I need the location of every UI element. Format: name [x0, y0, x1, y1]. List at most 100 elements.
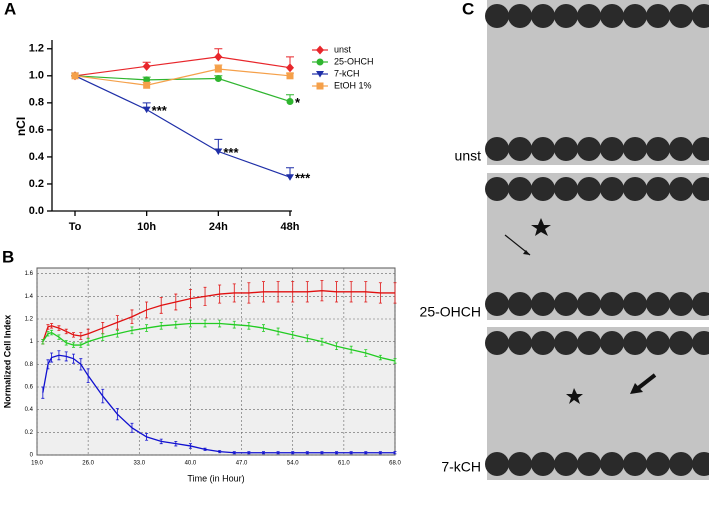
error-bar [218, 284, 222, 304]
pillar [554, 137, 578, 161]
pillar [669, 292, 693, 316]
panel-label: A [4, 0, 16, 18]
error-bar [320, 451, 324, 455]
pillar [577, 177, 601, 201]
image-label: 25-OHCH [420, 304, 481, 320]
error-bar [261, 281, 265, 303]
x-tick-label: To [69, 221, 82, 233]
pillar [600, 452, 624, 476]
error-bar [64, 328, 68, 335]
error-bar [188, 289, 192, 309]
error-bar [145, 433, 149, 441]
error-bar [57, 325, 61, 331]
error-bar [378, 451, 382, 455]
error-bar [305, 451, 309, 455]
x-tick-label: 19.0 [31, 461, 43, 467]
y-tick-label: 1.2 [25, 317, 34, 323]
error-bar [174, 441, 178, 447]
pillar [669, 137, 693, 161]
error-bar [335, 342, 339, 350]
pillar [554, 177, 578, 201]
pillar [669, 4, 693, 28]
y-axis-label: nCI [14, 117, 28, 136]
error-bar [232, 320, 236, 329]
panel-label: B [2, 247, 14, 266]
error-bar [203, 286, 207, 306]
error-bar [50, 329, 54, 336]
annotation: *** [223, 145, 239, 160]
pillar [623, 331, 647, 355]
error-bar [101, 333, 105, 341]
legend-marker [316, 58, 324, 66]
error-bar [393, 451, 397, 455]
y-tick-label: 1 [30, 339, 34, 345]
error-bar [261, 324, 265, 332]
pillar [554, 4, 578, 28]
legend-label: 25-OHCH [334, 56, 374, 66]
error-bar [349, 451, 353, 455]
pillar [577, 292, 601, 316]
legend-marker [316, 82, 324, 90]
pillar [623, 137, 647, 161]
error-bar [335, 281, 339, 303]
error-bar [203, 319, 207, 328]
error-bar [174, 320, 178, 329]
pillar [508, 4, 532, 28]
error-bar [174, 293, 178, 311]
error-bar [79, 332, 83, 340]
y-tick-label: 0.6 [29, 124, 44, 136]
pillar [692, 452, 709, 476]
error-bar [247, 322, 251, 330]
data-point [142, 61, 151, 71]
error-bar [64, 340, 68, 346]
pillar [623, 4, 647, 28]
data-point [71, 72, 79, 80]
error-bar [79, 358, 83, 371]
error-bar [86, 337, 90, 346]
pillar [485, 4, 509, 28]
y-tick-label: 0.6 [25, 385, 34, 391]
x-axis-label: Time (in Hour) [187, 473, 244, 483]
error-bar [364, 349, 368, 357]
data-point [143, 81, 151, 89]
error-bar [50, 323, 54, 329]
arrow-head [630, 383, 643, 394]
error-bar [115, 329, 119, 338]
pillar [692, 137, 709, 161]
x-tick-label: 40.0 [185, 461, 197, 467]
annotation: *** [295, 171, 311, 186]
data-point [143, 76, 151, 84]
data-point [214, 65, 222, 73]
error-bar [41, 386, 45, 399]
pillar [623, 177, 647, 201]
error-bar [101, 388, 105, 404]
error-bar [291, 281, 295, 303]
error-bar [247, 451, 251, 455]
error-bar [130, 326, 134, 335]
error-bar [364, 451, 368, 455]
annotation: * [295, 95, 301, 110]
error-bar [64, 351, 68, 362]
error-bar [57, 350, 61, 361]
pillar [600, 292, 624, 316]
pillar [669, 452, 693, 476]
error-bar [218, 319, 222, 328]
pillar [623, 452, 647, 476]
error-bar [115, 315, 119, 330]
pillar [531, 452, 555, 476]
error-bar [188, 319, 192, 328]
data-point [286, 97, 294, 105]
pillar [577, 137, 601, 161]
series-line [74, 75, 291, 103]
arrow-head [523, 250, 530, 255]
pillar [485, 177, 509, 201]
pillar [669, 331, 693, 355]
error-bar [203, 447, 207, 451]
pillar [623, 292, 647, 316]
error-bar [72, 342, 76, 348]
x-tick-label: 24h [209, 221, 228, 233]
legend-label: 7-kCH [334, 68, 360, 78]
data-point [286, 63, 294, 73]
series-line [74, 56, 291, 77]
